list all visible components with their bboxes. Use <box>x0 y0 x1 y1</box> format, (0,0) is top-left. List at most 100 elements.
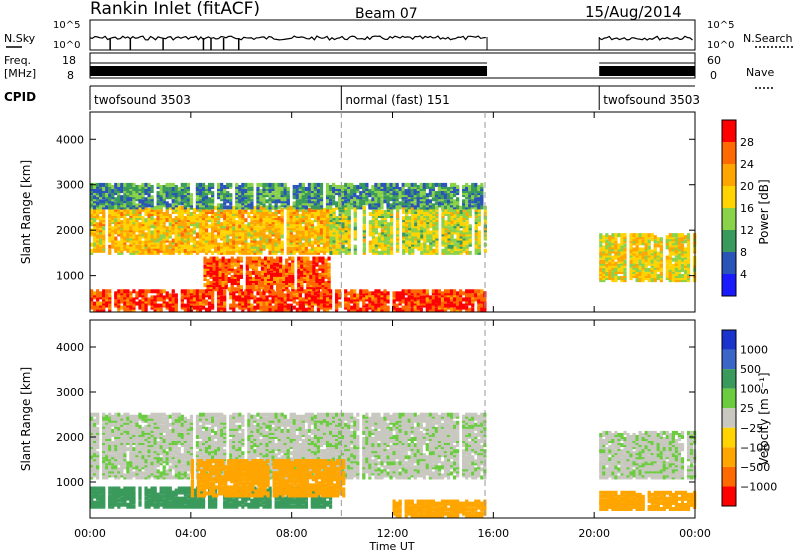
heatmap-cell <box>309 266 313 271</box>
heatmap-cell <box>126 228 130 233</box>
heatmap-cell <box>204 307 209 312</box>
heatmap-cell <box>605 276 609 281</box>
heatmap-cell <box>207 218 212 223</box>
heatmap-cell <box>410 193 414 198</box>
heatmap-cell <box>310 199 315 204</box>
heatmap-cell <box>279 283 283 288</box>
heatmap-cell <box>310 226 315 231</box>
heatmap-cell <box>405 220 409 225</box>
heatmap-cell <box>620 255 624 260</box>
heatmap-cell <box>168 250 172 255</box>
heatmap-cell <box>623 253 627 258</box>
heatmap-cell <box>380 234 385 239</box>
heatmap-cell <box>304 216 308 221</box>
heatmap-cell <box>325 222 330 227</box>
heatmap-cell <box>353 187 357 191</box>
heatmap-cell <box>150 303 154 308</box>
heatmap-cell <box>93 199 97 204</box>
heatmap-cell <box>250 250 254 255</box>
heatmap-cell <box>313 234 318 239</box>
heatmap-cell <box>168 305 172 310</box>
heatmap-cell <box>260 279 265 284</box>
heatmap-cell <box>277 187 281 191</box>
heatmap-cell <box>416 301 420 306</box>
heatmap-cell <box>404 289 408 294</box>
heatmap-cell <box>347 238 351 243</box>
heatmap-cell <box>201 234 206 239</box>
heatmap-cell <box>316 230 321 235</box>
heatmap-cell <box>236 274 240 279</box>
heatmap-cell <box>224 283 228 288</box>
heatmap-cell <box>422 199 426 204</box>
heatmap-cell <box>192 226 197 231</box>
heatmap-cell <box>274 216 278 221</box>
heatmap-cell <box>212 270 216 275</box>
heatmap-cell <box>635 241 639 246</box>
heatmap-cell <box>123 212 127 216</box>
heatmap-cell <box>180 244 184 249</box>
heatmap-cell <box>135 203 139 208</box>
heatmap-cell <box>611 249 615 254</box>
heatmap-cell <box>306 266 310 271</box>
heatmap-cell <box>429 230 433 235</box>
heatmap-cell <box>277 295 281 300</box>
heatmap-cell <box>177 246 181 251</box>
heatmap-cell <box>303 272 307 277</box>
heatmap-cell <box>374 218 379 223</box>
heatmap-cell <box>362 182 366 187</box>
heatmap-cell <box>180 236 184 241</box>
heatmap-cell <box>277 246 281 251</box>
heatmap-cell <box>353 218 357 223</box>
heatmap-cell <box>468 293 472 298</box>
heatmap-cell <box>291 262 295 267</box>
heatmap-cell <box>440 195 445 200</box>
heatmap-cell <box>411 250 415 255</box>
heatmap-cell <box>325 218 330 223</box>
heatmap-cell <box>377 184 381 189</box>
heatmap-cell <box>241 303 245 308</box>
heatmap-cell <box>235 220 239 225</box>
heatmap-cell <box>201 299 206 304</box>
heatmap-cell <box>465 212 469 216</box>
heatmap-cell <box>459 238 463 243</box>
heatmap-cell <box>462 242 466 247</box>
heatmap-cell <box>297 287 301 292</box>
heatmap-cell <box>441 238 445 243</box>
heatmap-cell <box>105 199 109 204</box>
heatmap-cell <box>207 232 212 237</box>
heatmap-cell <box>232 228 236 233</box>
heatmap-cell <box>617 249 621 254</box>
heatmap-cell <box>453 295 457 300</box>
heatmap-cell <box>189 203 194 208</box>
heatmap-cell <box>344 228 348 233</box>
heatmap-cell <box>162 244 166 249</box>
heatmap-cell <box>286 226 290 231</box>
heatmap-cell <box>239 264 243 269</box>
heatmap-cell <box>431 297 436 302</box>
heatmap-cell <box>123 232 127 237</box>
heatmap-cell <box>362 184 366 189</box>
heatmap-cell <box>274 214 278 219</box>
heatmap-cell <box>147 182 151 187</box>
heatmap-cell <box>129 214 133 219</box>
heatmap-cell <box>453 238 457 243</box>
heatmap-cell <box>144 291 148 296</box>
heatmap-cell <box>250 236 254 241</box>
heatmap-cell <box>269 268 274 273</box>
heatmap-cell <box>174 234 178 239</box>
heatmap-cell <box>123 195 127 200</box>
heatmap-cell <box>456 226 460 231</box>
heatmap-cell <box>471 297 475 302</box>
heatmap-cell <box>265 305 269 310</box>
heatmap-cell <box>411 205 415 210</box>
heatmap-cell <box>141 244 145 249</box>
heatmap-cell <box>247 195 251 200</box>
heatmap-cell <box>462 228 466 233</box>
heatmap-cell <box>310 246 315 251</box>
heatmap-cell <box>150 289 154 294</box>
heatmap-cell <box>99 184 103 189</box>
heatmap-cell <box>289 230 293 235</box>
heatmap-cell <box>328 205 333 210</box>
heatmap-cell <box>298 289 302 294</box>
heatmap-cell <box>282 279 286 284</box>
